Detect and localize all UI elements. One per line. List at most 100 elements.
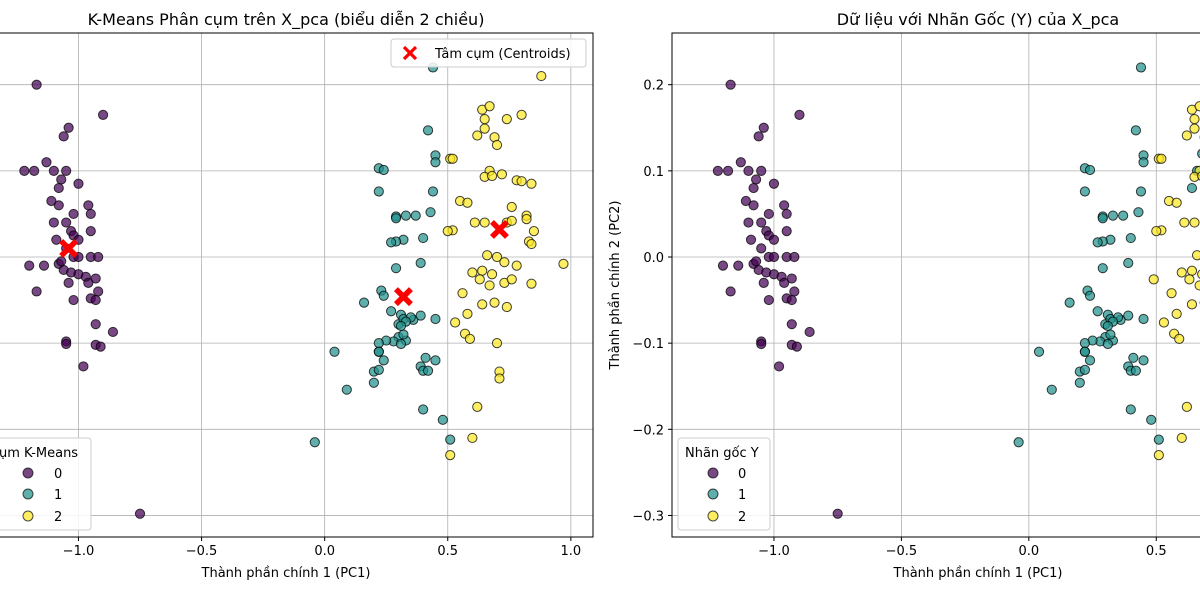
point-cluster-1-19 (1064, 297, 1075, 308)
point-cluster-1-51 (1033, 346, 1045, 357)
point-cluster-1-47 (1074, 377, 1085, 388)
point-cluster-0-36 (31, 286, 42, 297)
point-cluster-1-55 (1102, 320, 1113, 332)
right-axes-frame (671, 32, 1200, 538)
point-cluster-0-4 (53, 182, 64, 194)
point-cluster-0-34 (758, 277, 769, 288)
point-cluster-2-2 (1189, 114, 1200, 125)
point-cluster-1-51 (329, 346, 340, 357)
point-cluster-0-0 (725, 79, 736, 90)
point-cluster-2-41 (484, 280, 495, 291)
point-cluster-0-34 (63, 277, 74, 288)
point-cluster-1-30 (1123, 310, 1134, 321)
point-cluster-0-39 (90, 294, 101, 306)
point-cluster-1-48 (418, 404, 429, 415)
point-cluster-0-39 (786, 294, 797, 306)
point-cluster-1-10 (410, 210, 421, 221)
point-cluster-2-7 (472, 130, 483, 141)
left-legend-label-1: 1 (54, 488, 62, 503)
point-cluster-0-47 (773, 361, 785, 372)
point-cluster-1-18 (390, 263, 402, 274)
x-tick-label-1: −0.5 (186, 544, 218, 559)
right-legend-marker-0 (707, 467, 719, 479)
point-cluster-0-49 (19, 165, 30, 176)
point-cluster-1-38 (378, 355, 389, 366)
left-axes-frame (0, 32, 594, 538)
point-cluster-0-8 (58, 131, 69, 142)
point-cluster-1-47 (368, 377, 379, 388)
point-cluster-0-48 (832, 508, 843, 519)
point-cluster-0-4 (748, 182, 759, 194)
right-legend-marker-2 (707, 510, 719, 522)
point-cluster-2-4 (479, 114, 490, 125)
point-cluster-1-30 (415, 310, 426, 321)
point-cluster-0-3 (48, 165, 59, 176)
point-cluster-1-6 (1079, 186, 1091, 197)
point-cluster-1-52 (1013, 437, 1024, 448)
point-cluster-0-49 (712, 165, 723, 176)
point-cluster-0-10 (779, 200, 790, 211)
point-cluster-0-36 (725, 286, 736, 297)
left-title: K-Means Phân cụm trên X_pca (biểu diễn 2… (88, 10, 485, 30)
point-cluster-2-24 (469, 217, 480, 228)
point-cluster-2-54 (494, 373, 505, 384)
point-cluster-2-14 (1189, 217, 1200, 228)
y-tick-label-4: 0.1 (643, 165, 664, 180)
point-cluster-0-5 (751, 174, 762, 185)
point-cluster-0-15 (61, 217, 72, 228)
point-cluster-2-16 (516, 176, 527, 187)
point-cluster-1-40 (1138, 355, 1149, 366)
point-cluster-1-50 (1046, 384, 1057, 395)
point-cluster-2-13 (1171, 197, 1182, 208)
point-cluster-0-19 (763, 208, 774, 220)
point-cluster-1-5 (430, 157, 441, 168)
point-cluster-0-19 (68, 208, 79, 220)
point-cluster-2-29 (528, 226, 540, 237)
point-cluster-0-33 (90, 273, 101, 284)
point-cluster-1-9 (400, 210, 411, 221)
point-cluster-2-10 (447, 153, 458, 164)
point-cluster-1-34 (373, 338, 384, 349)
point-cluster-2-34 (1174, 333, 1185, 344)
left-cluster-legend: ụm K-Means 0 1 2 (0, 437, 92, 531)
point-cluster-2-46 (489, 297, 500, 308)
right-plot: −1.0 −0.5 0.0 0.5 −0.3 −0.2 −0.1 0.0 0.1 0.2 Dữ l… (608, 10, 1200, 581)
point-cluster-0-18 (768, 234, 780, 245)
point-cluster-2-52 (491, 338, 503, 349)
point-cluster-2-33 (482, 250, 493, 261)
point-cluster-2-28 (521, 213, 532, 225)
point-cluster-2-34 (499, 257, 510, 268)
point-cluster-0-1 (29, 165, 40, 176)
point-cluster-1-16 (1125, 232, 1136, 244)
point-cluster-2-28 (1186, 299, 1198, 310)
point-cluster-2-55 (472, 401, 483, 413)
y-tick-label-2: −0.1 (632, 337, 664, 352)
point-cluster-1-6 (373, 186, 384, 197)
point-cluster-1-53 (445, 434, 456, 445)
right-legend-label-1: 1 (738, 488, 746, 503)
point-cluster-1-52 (309, 437, 320, 448)
point-cluster-1-46 (1079, 364, 1091, 375)
point-cluster-0-51 (781, 226, 792, 237)
point-cluster-1-18 (1097, 263, 1108, 274)
point-cluster-0-0 (31, 79, 42, 90)
point-cluster-2-59 (491, 139, 503, 151)
x-tick-label-0: −1.0 (758, 544, 790, 559)
point-cluster-0-42 (107, 326, 119, 338)
point-cluster-1-15 (386, 237, 397, 248)
point-cluster-2-20 (506, 201, 517, 213)
point-cluster-1-12 (390, 213, 402, 224)
point-cluster-1-36 (1102, 338, 1113, 350)
point-cluster-2-25 (1184, 274, 1195, 285)
point-cluster-2-57 (445, 450, 456, 461)
point-cluster-0-11 (85, 208, 96, 220)
point-cluster-0-26 (24, 260, 35, 271)
centroid-marker-1 (393, 287, 413, 307)
point-cluster-1-37 (1105, 329, 1116, 340)
point-cluster-0-42 (804, 326, 815, 338)
point-cluster-2-22 (1176, 267, 1187, 278)
point-cluster-0-21 (756, 243, 767, 254)
left-ticks: −1.0 −0.5 0.0 0.5 1.0 (63, 537, 581, 559)
point-cluster-0-50 (740, 195, 752, 207)
